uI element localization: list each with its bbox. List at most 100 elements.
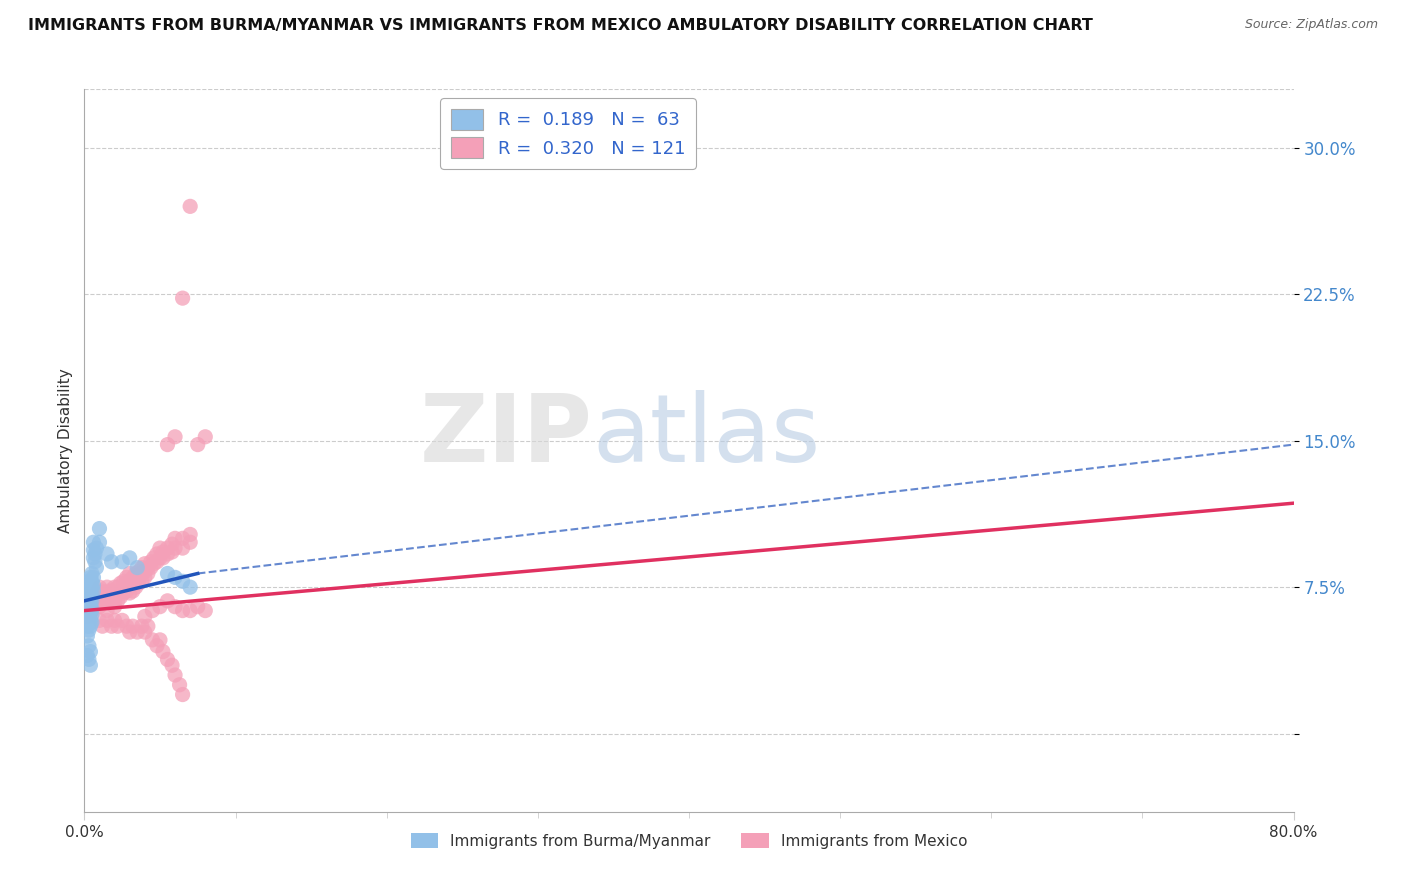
Point (96, 580, 118, 594)
Point (94, 586, 117, 600)
Point (79, 606, 101, 620)
Point (165, 599, 187, 614)
Point (77, 590, 100, 604)
Point (149, 599, 172, 614)
Point (156, 547, 179, 561)
Point (146, 555, 169, 569)
Point (75, 604, 97, 618)
Y-axis label: Ambulatory Disability: Ambulatory Disability (58, 368, 73, 533)
Point (75, 586, 97, 600)
Point (172, 688, 194, 702)
Point (96, 590, 118, 604)
Point (136, 566, 159, 581)
Point (77, 615, 100, 630)
Point (76, 580, 98, 594)
Point (80, 596, 103, 610)
Point (172, 604, 194, 618)
Point (89, 599, 111, 614)
Point (84, 596, 107, 610)
Point (127, 560, 149, 574)
Point (160, 537, 183, 551)
Point (165, 668, 187, 682)
Point (82, 570, 104, 584)
Point (156, 566, 179, 581)
Point (112, 586, 135, 600)
Point (160, 545, 183, 559)
Point (165, 430, 187, 444)
Point (118, 586, 141, 600)
Point (82, 578, 104, 592)
Point (127, 625, 149, 640)
Point (131, 619, 153, 633)
Point (79, 619, 101, 633)
Point (89, 535, 111, 549)
Point (96, 604, 118, 618)
Point (76, 619, 98, 633)
Point (125, 580, 148, 594)
Point (77, 604, 100, 618)
Point (97, 590, 120, 604)
Point (77, 574, 100, 589)
Point (80, 574, 103, 589)
Point (96, 596, 118, 610)
Point (172, 291, 194, 305)
Point (77, 584, 100, 599)
Point (98, 586, 121, 600)
Point (75, 609, 97, 624)
Point (115, 570, 138, 584)
Point (75, 594, 97, 608)
Point (165, 570, 187, 584)
Point (136, 619, 159, 633)
Point (194, 430, 217, 444)
Point (82, 535, 104, 549)
Point (76, 606, 98, 620)
Point (165, 532, 187, 546)
Point (87, 590, 110, 604)
Point (152, 550, 174, 565)
Point (91, 619, 114, 633)
Point (87, 596, 110, 610)
Point (141, 632, 163, 647)
Point (79, 580, 101, 594)
Point (80, 594, 103, 608)
Point (79, 613, 101, 627)
Point (86, 541, 108, 555)
Point (79, 586, 101, 600)
Point (94, 594, 117, 608)
Point (93, 596, 115, 610)
Point (118, 580, 141, 594)
Point (118, 566, 141, 581)
Point (134, 557, 156, 571)
Point (77, 623, 100, 637)
Point (112, 580, 135, 594)
Point (98, 594, 121, 608)
Point (179, 535, 201, 549)
Point (89, 522, 111, 536)
Point (80, 588, 103, 602)
Point (77, 609, 100, 624)
Point (82, 594, 104, 608)
Point (101, 586, 124, 600)
Point (128, 565, 150, 579)
Point (149, 541, 172, 555)
Point (80, 604, 103, 618)
Point (76, 604, 98, 618)
Point (100, 555, 122, 569)
Point (89, 594, 111, 608)
Point (91, 586, 114, 600)
Point (100, 619, 122, 633)
Point (146, 639, 169, 653)
Point (156, 437, 179, 451)
Point (77, 590, 100, 604)
Text: Source: ZipAtlas.com: Source: ZipAtlas.com (1244, 18, 1378, 31)
Point (118, 550, 141, 565)
Point (79, 570, 101, 584)
Point (110, 584, 132, 599)
Point (107, 594, 129, 608)
Point (100, 584, 122, 599)
Point (179, 199, 201, 213)
Point (121, 570, 143, 584)
Point (77, 604, 100, 618)
Point (179, 604, 201, 618)
Point (146, 547, 169, 561)
